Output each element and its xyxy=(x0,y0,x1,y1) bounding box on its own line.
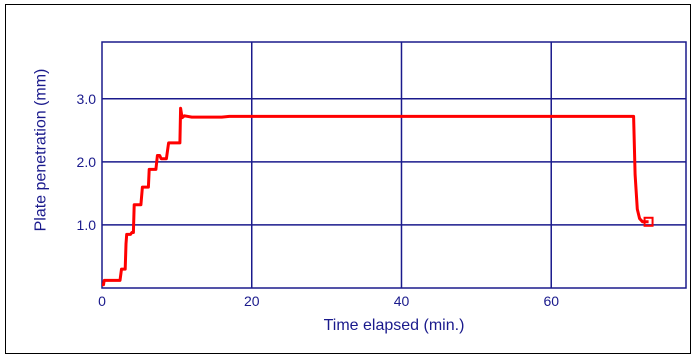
line-chart: 0 20 40 60 1.0 2.0 3.0 Time elapsed (min.) Pl… xyxy=(33,41,687,334)
y-axis-ticks: 1.0 2.0 3.0 xyxy=(77,91,97,233)
y-tick-label: 1.0 xyxy=(77,217,97,233)
y-axis-title: Plate penetration (mm) xyxy=(33,69,50,232)
series-layer xyxy=(102,106,654,287)
x-axis-ticks: 0 20 40 60 xyxy=(98,293,559,309)
x-axis-title: Time elapsed (min.) xyxy=(324,317,465,334)
x-tick-label: 0 xyxy=(98,293,106,309)
x-tick-label: 40 xyxy=(394,293,410,309)
grid-lines xyxy=(102,42,686,288)
series-end-marker xyxy=(643,216,654,227)
x-tick-label: 60 xyxy=(543,293,559,309)
series-line-0 xyxy=(102,106,649,287)
chart-frame xyxy=(5,4,691,354)
y-tick-label: 3.0 xyxy=(77,91,97,107)
y-tick-label: 2.0 xyxy=(77,154,97,170)
x-tick-label: 20 xyxy=(244,293,260,309)
plot-area xyxy=(101,41,687,289)
